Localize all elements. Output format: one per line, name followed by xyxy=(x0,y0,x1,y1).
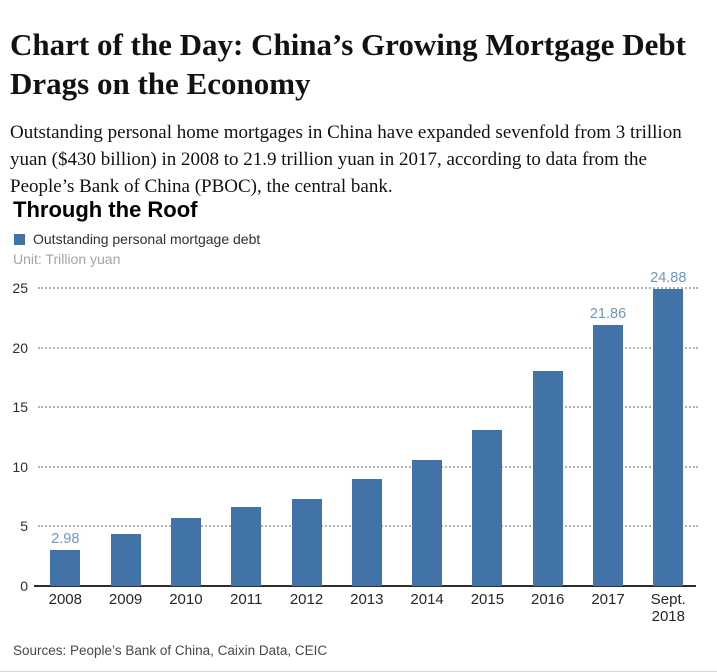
x-label-2017: 2017 xyxy=(591,591,625,608)
bar-2015 xyxy=(472,429,503,586)
x-label-2015: 2015 xyxy=(470,591,505,608)
legend-swatch-icon xyxy=(14,233,25,245)
x-label-2008: 2008 xyxy=(48,591,82,608)
bar-2009 xyxy=(110,533,141,586)
value-label-2017: 21.86 xyxy=(589,306,627,323)
bar-2011 xyxy=(231,507,262,586)
x-label-2013: 2013 xyxy=(350,591,384,608)
bar-2014 xyxy=(412,459,443,586)
x-label-2010: 2010 xyxy=(169,591,203,608)
x-label-2016: 2016 xyxy=(531,591,565,608)
legend-label: Outstanding personal mortgage debt xyxy=(33,231,261,247)
x-label-2014: 2014 xyxy=(410,591,444,608)
x-label-2011: 2011 xyxy=(230,591,263,608)
x-axis-line xyxy=(34,585,696,587)
headline: Chart of the Day: China’s Growing Mortga… xyxy=(10,26,686,101)
gridline-15 xyxy=(38,406,698,409)
y-tick-5: 5 xyxy=(20,518,28,535)
bar-2016 xyxy=(532,371,563,586)
bar-sept-2018 xyxy=(653,289,684,586)
x-label-2009: 2009 xyxy=(108,591,143,608)
y-tick-20: 20 xyxy=(12,339,28,356)
bar-2010 xyxy=(170,518,201,586)
bar-2017 xyxy=(593,325,623,586)
y-tick-10: 10 xyxy=(12,458,28,475)
value-label-sept-2018: 24.88 xyxy=(650,270,687,287)
bar-2013 xyxy=(351,478,382,586)
bar-2012 xyxy=(291,498,322,586)
article-body: Outstanding personal home mortgages in C… xyxy=(10,122,682,197)
value-label-2008: 2.98 xyxy=(51,531,80,548)
y-tick-0: 0 xyxy=(20,578,28,594)
sources-line: Sources: People’s Bank of China, Caixin … xyxy=(13,643,328,658)
chart-legend: Outstanding personal mortgage debt xyxy=(14,231,260,247)
x-label-sept-2018: Sept. 2018 xyxy=(650,591,686,625)
y-tick-25: 25 xyxy=(12,280,28,296)
bar-2008 xyxy=(50,550,81,586)
gridline-20 xyxy=(38,346,698,349)
gridline-10 xyxy=(38,465,698,468)
unit-label: Unit: Trillion yuan xyxy=(13,251,121,267)
gridline-25 xyxy=(38,287,698,289)
chart-title: Through the Roof xyxy=(13,197,198,222)
y-tick-15: 15 xyxy=(12,399,28,416)
x-label-2012: 2012 xyxy=(289,591,324,608)
